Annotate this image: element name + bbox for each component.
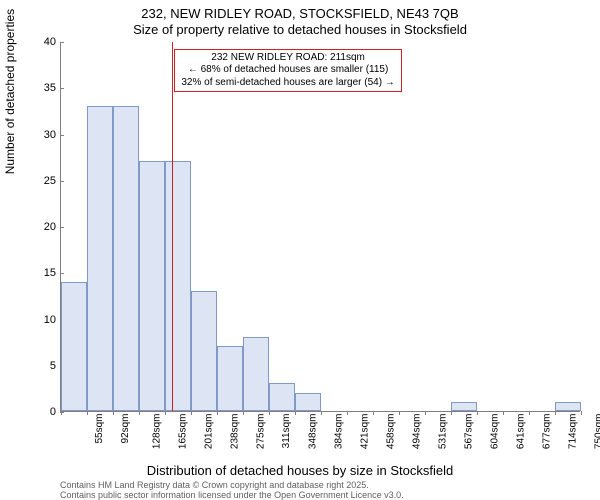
x-tick-mark [347,411,348,415]
x-tick: 275sqm [256,414,267,450]
x-tick-mark [165,411,166,415]
histogram-bar [243,337,269,411]
annotation-line1: 232 NEW RIDLEY ROAD: 211sqm [181,52,394,65]
x-tick: 458sqm [386,414,397,450]
x-tick-mark [243,411,244,415]
x-tick: 55sqm [94,414,105,444]
x-tick: 165sqm [178,414,189,450]
chart-container: 232, NEW RIDLEY ROAD, STOCKSFIELD, NE43 … [0,0,600,500]
y-tick: 15 [44,267,56,279]
x-tick-mark [295,411,296,415]
annotation-line2: ← 68% of detached houses are smaller (11… [181,64,394,77]
x-tick-mark [503,411,504,415]
y-tick: 35 [44,82,56,94]
y-tick: 10 [44,314,56,326]
x-tick-mark [555,411,556,415]
histogram-bar [555,402,581,411]
marker-annotation: 232 NEW RIDLEY ROAD: 211sqm ← 68% of det… [174,49,401,93]
histogram-bar [61,282,87,412]
y-tick: 40 [44,36,56,48]
chart-title-line2: Size of property relative to detached ho… [0,22,600,37]
subject-marker-line [172,42,173,411]
x-tick-mark [373,411,374,415]
x-tick: 311sqm [281,414,292,449]
x-tick: 421sqm [360,414,371,450]
x-tick: 604sqm [490,414,501,450]
x-tick: 531sqm [438,414,449,450]
histogram-bar [451,402,477,411]
histogram-bar [269,383,295,411]
x-tick-mark [139,411,140,415]
chart-title-line1: 232, NEW RIDLEY ROAD, STOCKSFIELD, NE43 … [0,6,600,21]
y-tick: 20 [44,221,56,233]
histogram-bar [295,393,321,412]
credit-line2: Contains public sector information licen… [60,490,404,500]
credit-line1: Contains HM Land Registry data © Crown c… [60,480,369,490]
x-tick-mark [321,411,322,415]
histogram-bar [113,106,139,411]
x-tick: 677sqm [542,414,553,450]
histogram-bar [191,291,217,411]
plot-area: 232 NEW RIDLEY ROAD: 211sqm ← 68% of det… [60,42,580,412]
y-tick: 30 [44,129,56,141]
x-tick: 567sqm [464,414,475,450]
x-tick: 201sqm [204,414,215,450]
x-tick: 641sqm [516,414,527,450]
x-tick-mark [399,411,400,415]
x-tick: 750sqm [594,414,600,450]
x-axis-label: Distribution of detached houses by size … [0,463,600,478]
histogram-bar [217,346,243,411]
x-tick: 384sqm [334,414,345,450]
x-tick-mark [451,411,452,415]
histogram-bar [165,161,191,411]
x-tick-mark [425,411,426,415]
x-tick-mark [113,411,114,415]
x-tick-mark [191,411,192,415]
y-tick: 5 [50,360,56,372]
x-tick: 92sqm [120,414,131,444]
x-tick-mark [61,411,62,415]
x-tick-mark [477,411,478,415]
y-axis-label: Number of detached properties [3,9,17,174]
x-tick-mark [269,411,270,415]
histogram-bar [87,106,113,411]
x-tick: 128sqm [152,414,163,450]
x-tick-mark [87,411,88,415]
y-tick: 0 [50,406,56,418]
x-tick-mark [581,411,582,415]
x-tick: 348sqm [308,414,319,450]
x-tick-mark [529,411,530,415]
annotation-line3: 32% of semi-detached houses are larger (… [181,77,394,90]
x-tick-mark [217,411,218,415]
x-tick: 494sqm [412,414,423,450]
y-tick: 25 [44,175,56,187]
histogram-bar [139,161,165,411]
x-tick: 714sqm [568,414,579,450]
x-tick: 238sqm [230,414,241,450]
